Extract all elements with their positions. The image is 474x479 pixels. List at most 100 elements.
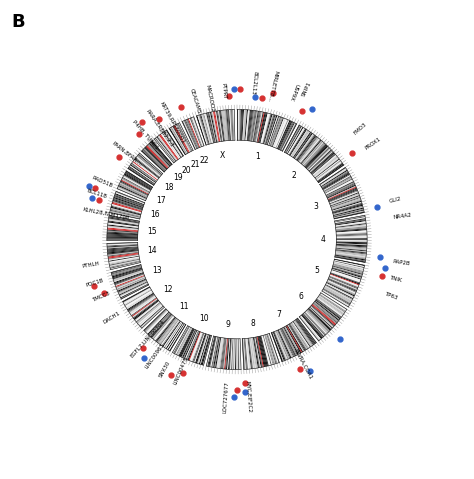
Polygon shape bbox=[197, 115, 208, 145]
Polygon shape bbox=[310, 307, 333, 329]
Polygon shape bbox=[300, 138, 320, 163]
Text: NR4A2: NR4A2 bbox=[392, 213, 412, 220]
Polygon shape bbox=[200, 335, 210, 365]
Polygon shape bbox=[182, 330, 196, 358]
Polygon shape bbox=[290, 323, 307, 350]
Polygon shape bbox=[297, 136, 316, 160]
Polygon shape bbox=[118, 185, 147, 199]
Polygon shape bbox=[308, 308, 330, 331]
Polygon shape bbox=[327, 281, 356, 295]
Polygon shape bbox=[262, 114, 271, 144]
Polygon shape bbox=[113, 271, 143, 281]
Polygon shape bbox=[236, 339, 237, 370]
Polygon shape bbox=[254, 111, 260, 142]
Polygon shape bbox=[107, 246, 138, 249]
Polygon shape bbox=[130, 296, 156, 314]
Text: 13: 13 bbox=[152, 265, 162, 274]
Polygon shape bbox=[196, 115, 207, 145]
Polygon shape bbox=[291, 130, 309, 157]
Polygon shape bbox=[323, 288, 350, 304]
Polygon shape bbox=[232, 109, 234, 140]
Polygon shape bbox=[131, 163, 157, 182]
Polygon shape bbox=[150, 314, 172, 337]
Polygon shape bbox=[110, 261, 140, 269]
Polygon shape bbox=[107, 245, 138, 248]
Text: PROX1: PROX1 bbox=[365, 137, 383, 151]
Polygon shape bbox=[334, 209, 364, 217]
Polygon shape bbox=[129, 165, 155, 183]
Polygon shape bbox=[282, 124, 297, 151]
Polygon shape bbox=[322, 172, 349, 189]
Polygon shape bbox=[302, 141, 323, 165]
Polygon shape bbox=[167, 323, 184, 350]
Polygon shape bbox=[337, 240, 367, 241]
Polygon shape bbox=[323, 174, 350, 190]
Polygon shape bbox=[293, 132, 311, 158]
Polygon shape bbox=[110, 211, 140, 218]
Polygon shape bbox=[328, 189, 357, 201]
Text: 16: 16 bbox=[150, 210, 160, 219]
Polygon shape bbox=[126, 291, 153, 308]
Polygon shape bbox=[230, 339, 232, 369]
Polygon shape bbox=[225, 338, 228, 369]
Polygon shape bbox=[326, 284, 354, 298]
Polygon shape bbox=[124, 174, 151, 191]
Polygon shape bbox=[156, 318, 176, 342]
Polygon shape bbox=[251, 111, 256, 141]
Polygon shape bbox=[273, 118, 285, 147]
Polygon shape bbox=[237, 109, 238, 140]
Polygon shape bbox=[259, 113, 267, 143]
Polygon shape bbox=[164, 322, 182, 348]
Polygon shape bbox=[109, 212, 140, 219]
Polygon shape bbox=[108, 220, 139, 226]
Polygon shape bbox=[257, 112, 264, 142]
Polygon shape bbox=[276, 331, 290, 359]
Polygon shape bbox=[109, 216, 139, 222]
Polygon shape bbox=[142, 149, 165, 171]
Polygon shape bbox=[107, 248, 138, 251]
Polygon shape bbox=[309, 150, 332, 172]
Polygon shape bbox=[184, 330, 197, 359]
Polygon shape bbox=[157, 136, 177, 161]
Polygon shape bbox=[203, 114, 212, 144]
Polygon shape bbox=[299, 138, 319, 162]
Polygon shape bbox=[273, 331, 286, 361]
Polygon shape bbox=[174, 327, 190, 354]
Text: RARA,ERBB2,2,3: RARA,ERBB2,2,3 bbox=[145, 109, 174, 148]
Polygon shape bbox=[326, 282, 355, 297]
Polygon shape bbox=[307, 309, 329, 332]
Polygon shape bbox=[337, 237, 367, 239]
Text: 10: 10 bbox=[200, 314, 210, 323]
Text: KRT39,RPS60001: KRT39,RPS60001 bbox=[158, 101, 185, 144]
Polygon shape bbox=[333, 265, 363, 274]
Polygon shape bbox=[331, 199, 361, 209]
Polygon shape bbox=[107, 244, 138, 246]
Polygon shape bbox=[252, 111, 258, 141]
Polygon shape bbox=[118, 279, 146, 293]
Polygon shape bbox=[302, 142, 324, 165]
Text: LOC727677: LOC727677 bbox=[222, 381, 229, 413]
Polygon shape bbox=[133, 160, 158, 180]
Polygon shape bbox=[251, 338, 257, 368]
Polygon shape bbox=[114, 273, 144, 284]
Polygon shape bbox=[120, 182, 148, 196]
Polygon shape bbox=[229, 110, 232, 140]
Polygon shape bbox=[107, 228, 138, 231]
Polygon shape bbox=[126, 171, 153, 188]
Polygon shape bbox=[316, 161, 341, 180]
Polygon shape bbox=[292, 322, 309, 348]
Polygon shape bbox=[296, 135, 315, 160]
Polygon shape bbox=[187, 331, 199, 360]
Polygon shape bbox=[318, 296, 344, 314]
Polygon shape bbox=[144, 148, 166, 171]
Polygon shape bbox=[125, 172, 152, 189]
Polygon shape bbox=[181, 329, 195, 357]
Polygon shape bbox=[121, 284, 149, 299]
Polygon shape bbox=[318, 164, 344, 182]
Polygon shape bbox=[212, 337, 219, 367]
Polygon shape bbox=[336, 224, 366, 228]
Polygon shape bbox=[313, 156, 337, 176]
Text: LINC00963: LINC00963 bbox=[145, 342, 166, 370]
Text: USP9X: USP9X bbox=[288, 83, 299, 102]
Polygon shape bbox=[322, 171, 348, 188]
